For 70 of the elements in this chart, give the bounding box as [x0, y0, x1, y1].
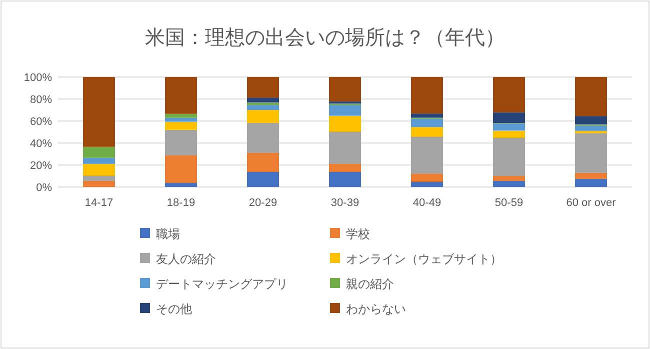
bar	[83, 164, 115, 176]
x-tick-label: 60 or over	[566, 197, 616, 209]
x-tick-label: 14-17	[84, 197, 114, 209]
bar	[575, 125, 607, 131]
bar	[493, 176, 525, 181]
y-tick-label: 80%	[30, 94, 52, 106]
bar	[247, 97, 279, 102]
bar	[329, 116, 361, 132]
y-tick-label: 0%	[36, 182, 52, 194]
bar	[411, 173, 443, 182]
y-tick-label: 20%	[30, 160, 52, 172]
bar	[493, 124, 525, 130]
bar	[83, 175, 115, 181]
bar	[165, 122, 197, 130]
bar	[247, 152, 279, 172]
bar	[329, 172, 361, 187]
bar	[83, 146, 115, 158]
bar	[329, 105, 361, 116]
bar	[575, 116, 607, 124]
bar	[493, 112, 525, 124]
bar	[329, 131, 361, 164]
bar	[329, 163, 361, 172]
bar	[329, 77, 361, 102]
bar	[411, 118, 443, 128]
bar	[247, 172, 279, 187]
bar	[493, 77, 525, 112]
legend-label: 親の紹介	[346, 277, 394, 291]
bar	[83, 180, 115, 187]
bar	[575, 178, 607, 187]
bar	[247, 122, 279, 152]
bar	[411, 113, 443, 118]
legend-label: 友人の紹介	[156, 252, 216, 266]
bar	[411, 182, 443, 187]
chart-title: 米国：理想の出会いの場所は？（年代）	[145, 27, 505, 49]
bar	[247, 105, 279, 110]
bar	[493, 138, 525, 176]
bar	[247, 110, 279, 123]
bar	[575, 172, 607, 179]
legend-label: その他	[156, 302, 192, 316]
bar	[575, 130, 607, 134]
legend-label: デートマッチングアプリ	[156, 277, 288, 291]
bar	[575, 77, 607, 116]
y-tick-label: 40%	[30, 138, 52, 150]
y-tick-label: 60%	[30, 116, 52, 128]
bar	[411, 136, 443, 174]
x-tick-label: 20-29	[248, 197, 278, 209]
bar	[165, 182, 197, 187]
bar	[493, 180, 525, 187]
legend-label: わからない	[346, 302, 406, 316]
bar	[165, 155, 197, 183]
legend-label: オンライン（ウェブサイト）	[346, 252, 502, 266]
x-tick-label: 18-19	[166, 197, 196, 209]
bar	[165, 77, 197, 114]
x-tick-label: 50-59	[494, 197, 524, 209]
bar	[247, 77, 279, 98]
y-tick-label: 100%	[24, 72, 52, 84]
bar	[165, 130, 197, 156]
legend-label: 職場	[156, 227, 180, 241]
bar	[247, 102, 279, 106]
x-tick-label: 40-49	[412, 197, 442, 209]
legend-label: 学校	[346, 227, 370, 241]
bar	[165, 114, 197, 118]
bar	[575, 133, 607, 173]
bar	[165, 118, 197, 122]
bar	[411, 127, 443, 136]
bar	[493, 130, 525, 138]
bar	[83, 158, 115, 164]
bar	[411, 77, 443, 114]
x-tick-label: 30-39	[330, 197, 360, 209]
bar	[83, 77, 115, 147]
